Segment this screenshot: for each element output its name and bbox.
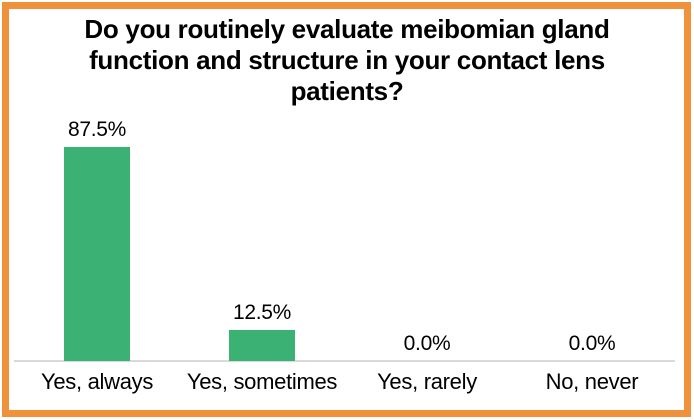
chart-title-line-1: Do you routinely evaluate meibomian glan…: [84, 14, 610, 44]
chart-title-line-3: patients?: [290, 76, 404, 106]
chart-title: Do you routinely evaluate meibomian glan…: [20, 14, 674, 107]
bar-2: [229, 330, 295, 361]
bar-1: [64, 147, 130, 361]
value-label-1: 87.5%: [67, 118, 127, 141]
value-label-4: 0.0%: [568, 332, 616, 355]
chart-title-line-2: function and structure in your contact l…: [89, 45, 605, 75]
category-label-3: Yes, rarely: [377, 369, 477, 394]
value-label-2: 12.5%: [232, 301, 292, 324]
category-label-1: Yes, always: [40, 369, 154, 394]
category-label-2: Yes, sometimes: [186, 369, 338, 394]
category-label-4: No, never: [545, 369, 639, 394]
value-label-3: 0.0%: [403, 332, 451, 355]
x-axis-line: [14, 360, 675, 362]
